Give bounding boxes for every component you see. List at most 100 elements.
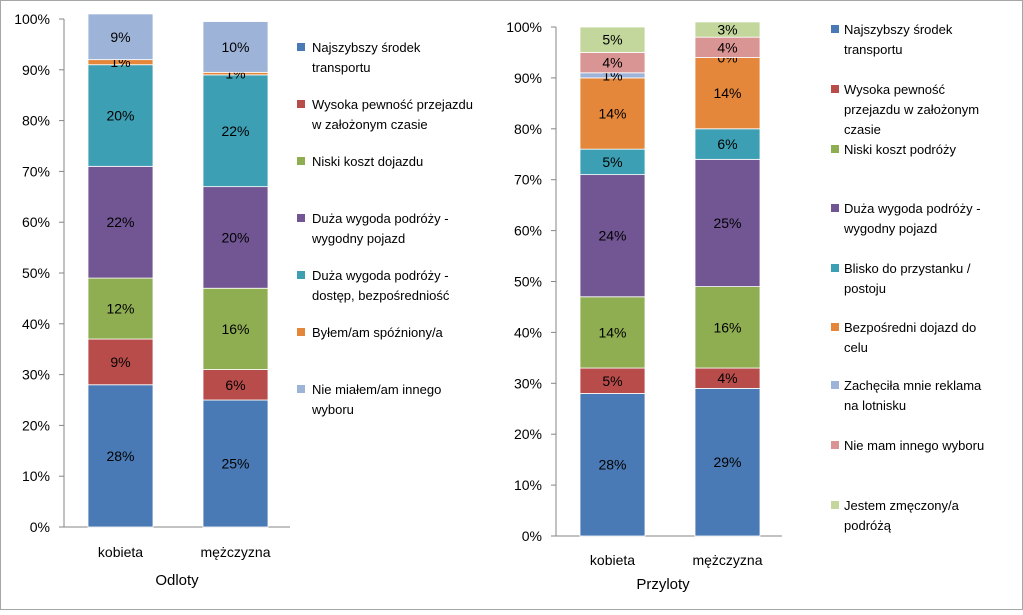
legend-label: Najszybszy środek [844, 22, 953, 37]
legend-label: Bezpośredni dojazd do [844, 320, 976, 335]
data-label: 4% [717, 370, 737, 386]
legend-swatch [831, 501, 839, 509]
legend-label: transportu [844, 42, 903, 57]
data-label: 28% [106, 448, 134, 464]
legend-swatch [831, 204, 839, 212]
y-tick-label: 70% [22, 163, 50, 179]
y-tick-label: 60% [514, 223, 542, 239]
data-label: 5% [602, 32, 622, 48]
y-tick-label: 50% [22, 265, 50, 281]
legend-swatch [831, 381, 839, 389]
bar-segment [87, 64, 154, 167]
legend-label: Nie mam innego wyboru [844, 438, 984, 453]
bar-segment [694, 387, 761, 537]
y-tick-label: 90% [514, 70, 542, 86]
data-label: 5% [602, 154, 622, 170]
legend-swatch [831, 85, 839, 93]
legend-label: czasie [844, 122, 881, 137]
legend-label: Nie miałem/am innego [312, 382, 441, 397]
data-label: 24% [598, 228, 626, 244]
data-label: 6% [717, 136, 737, 152]
legend-label: na lotnisku [844, 398, 906, 413]
data-label: 25% [221, 456, 249, 472]
legend-swatch [831, 145, 839, 153]
legend-label: Jestem zmęczony/a [844, 498, 960, 513]
legend-label: Duża wygoda podróży - [844, 201, 981, 216]
y-tick-label: 80% [514, 121, 542, 137]
data-label: 14% [598, 106, 626, 122]
y-tick-label: 20% [514, 426, 542, 442]
legend-swatch [297, 157, 305, 165]
bar-segment [87, 338, 154, 386]
legend-label: Blisko do przystanku / [844, 261, 971, 276]
bar-segment [694, 57, 761, 130]
legend-label: wygodny pojazd [311, 231, 405, 246]
bar-segment [694, 286, 761, 369]
bar-segment [202, 186, 269, 289]
legend-swatch [831, 323, 839, 331]
bar-segment [87, 277, 154, 340]
legend-swatch [297, 43, 305, 51]
bar-segment [579, 296, 646, 369]
data-label: 9% [110, 354, 130, 370]
legend-label: Zachęciła mnie reklama [844, 378, 982, 393]
y-tick-label: 60% [22, 214, 50, 230]
data-label: 4% [717, 39, 737, 55]
bar-segment [579, 77, 646, 150]
y-tick-label: 0% [30, 519, 50, 535]
y-tick-label: 40% [514, 324, 542, 340]
data-label: 20% [106, 108, 134, 124]
bar-segment [202, 21, 269, 73]
legend-swatch [297, 100, 305, 108]
legend-label: Wysoka pewność [844, 82, 946, 97]
data-label: 3% [717, 22, 737, 38]
bar-segment [579, 26, 646, 53]
legend-label: transportu [312, 60, 371, 75]
x-axis-label: Przyloty [636, 576, 690, 593]
bar-segment [87, 165, 154, 279]
data-label: 5% [602, 373, 622, 389]
bar-segment [694, 128, 761, 160]
legend-label: przejazdu w założonym [844, 102, 979, 117]
y-tick-label: 70% [514, 172, 542, 188]
y-tick-label: 20% [22, 417, 50, 433]
data-label: 22% [221, 123, 249, 139]
legend-label: Duża wygoda podróży - [312, 268, 449, 283]
legend-label: postoju [844, 281, 886, 296]
data-label: 16% [221, 321, 249, 337]
y-tick-label: 80% [22, 113, 50, 129]
data-label: 16% [713, 319, 741, 335]
legend-label: Duża wygoda podróży - [312, 211, 449, 226]
bar-segment [694, 21, 761, 38]
bar-segment [202, 287, 269, 370]
data-label: 4% [602, 55, 622, 71]
legend-swatch [831, 441, 839, 449]
category-label: kobieta [590, 552, 635, 568]
legend-swatch [297, 214, 305, 222]
y-tick-label: 100% [506, 19, 542, 35]
bar-segment [579, 174, 646, 298]
legend-label: podróżą [844, 518, 892, 533]
y-tick-label: 100% [14, 11, 50, 27]
data-label: 28% [598, 457, 626, 473]
legend-label: Wysoka pewność przejazdu [312, 97, 473, 112]
bar-segment [579, 148, 646, 176]
bar-segment [202, 369, 269, 401]
bar-segment [579, 393, 646, 537]
bar-segment [694, 158, 761, 287]
data-label: 25% [713, 215, 741, 231]
y-tick-label: 10% [514, 477, 542, 493]
y-tick-label: 50% [514, 274, 542, 290]
y-tick-label: 40% [22, 316, 50, 332]
y-tick-label: 30% [22, 367, 50, 383]
legend-swatch [831, 264, 839, 272]
bar-segment [202, 74, 269, 188]
data-label: 14% [598, 324, 626, 340]
legend-label: Byłem/am spóźniony/a [312, 325, 444, 340]
data-label: 14% [713, 85, 741, 101]
legend-swatch [831, 25, 839, 33]
data-label: 12% [106, 301, 134, 317]
